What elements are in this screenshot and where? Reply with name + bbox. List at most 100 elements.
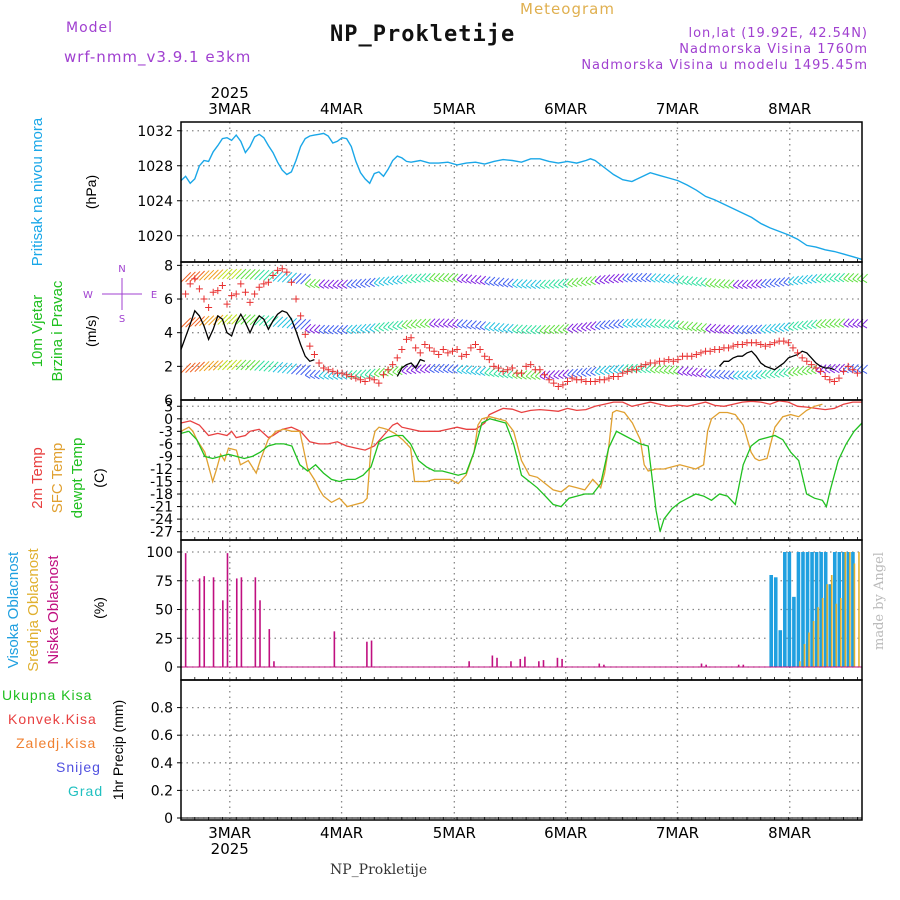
wind-barb <box>654 318 661 326</box>
wind-barb <box>470 325 477 330</box>
wind-gust-marker <box>706 347 714 355</box>
wind-gust-marker <box>389 361 397 369</box>
wind-barb <box>585 367 592 374</box>
wind-ylabel: 10m Vjetar <box>29 295 46 368</box>
wind-barb <box>369 323 376 330</box>
wind-gust-marker <box>195 285 203 293</box>
wind-barb <box>861 319 868 326</box>
wind-barb <box>433 272 441 280</box>
wind-barb <box>447 318 454 325</box>
wind-barb <box>567 368 574 376</box>
wind-barb <box>783 327 790 332</box>
wind-barb <box>452 278 458 283</box>
wind-barb <box>792 372 799 376</box>
wind-barb <box>571 323 579 330</box>
day-label-top: 7MAR <box>656 100 699 118</box>
wind-barb <box>797 275 804 282</box>
wind-gust-marker <box>200 295 208 303</box>
cloud-low-bar <box>226 553 229 667</box>
y-tick-label: 100 <box>146 545 173 561</box>
wind-barb <box>829 278 836 283</box>
wind-barb <box>304 323 312 331</box>
wind-barb <box>797 280 803 285</box>
wind-barb <box>272 316 284 328</box>
wind-barb <box>847 278 854 283</box>
wind-barb <box>824 369 831 374</box>
cloud-high-bar <box>832 552 837 667</box>
wind-gust-marker <box>692 351 700 359</box>
wind-gust-marker <box>241 288 249 296</box>
wind-gust-marker <box>490 362 498 370</box>
wind-gust-marker <box>246 298 254 306</box>
wind-barb <box>613 273 620 280</box>
cloud-high-bar <box>823 552 828 667</box>
cloud-low-bar <box>468 661 470 667</box>
wind-barb <box>530 285 536 289</box>
wind-barb <box>695 277 703 284</box>
wind-barb <box>567 323 574 330</box>
wind-barb <box>783 322 790 329</box>
wind-barb <box>489 327 495 332</box>
wind-barb <box>392 275 399 282</box>
wind-barb <box>272 361 284 373</box>
wind-barb <box>534 279 542 286</box>
wind-barb <box>521 324 528 332</box>
wind-barb <box>599 371 605 376</box>
wind-barb <box>576 368 583 375</box>
y-tick-label: 4 <box>164 326 173 342</box>
wind-barb <box>700 328 707 333</box>
wind-gust-marker <box>591 377 599 385</box>
cloud-low-bar <box>184 553 187 667</box>
wind-barb <box>829 318 836 325</box>
wind-barb <box>548 375 555 380</box>
wind-barb <box>820 324 826 329</box>
wind-barb <box>479 372 486 377</box>
wind-barb <box>502 278 510 285</box>
precip-legend-0: Ukupna Kisa <box>2 687 92 703</box>
wind-barb <box>650 324 656 329</box>
wind-gust-marker <box>550 379 558 387</box>
wind-barb <box>732 279 740 286</box>
wind-ylabel-sub: Brzina i Pravac <box>49 280 66 381</box>
wind-barb <box>180 272 192 283</box>
wind-barb <box>456 319 464 326</box>
wind-barb <box>682 321 689 328</box>
wind-barb <box>258 269 270 281</box>
wind-barb <box>861 279 868 284</box>
wind-barb <box>599 320 606 327</box>
wind-gust-marker <box>324 366 332 374</box>
wind-barb <box>521 330 527 335</box>
wind-barb <box>801 280 808 285</box>
wind-barb <box>535 330 541 335</box>
cloud-ylabel-c: Niska Oblacnost <box>45 555 62 665</box>
wind-barb <box>452 273 459 280</box>
wind-gust-marker <box>637 362 645 370</box>
wind-barb <box>797 371 803 376</box>
wind-gust-marker <box>564 377 572 385</box>
wind-barb <box>645 323 651 328</box>
wind-barb <box>843 278 849 283</box>
wind-gust-marker <box>826 376 834 384</box>
cloud-mid-bar <box>849 552 851 667</box>
wind-barb <box>419 364 427 371</box>
wind-barb <box>406 364 413 372</box>
wind-barb <box>677 326 684 331</box>
wind-barb <box>576 322 583 329</box>
wind-barb <box>447 369 454 374</box>
wind-barb <box>199 270 210 281</box>
wind-gust-marker <box>471 340 479 348</box>
wind-barb <box>852 364 859 371</box>
wind-barb <box>663 319 671 326</box>
wind-barb <box>558 329 564 334</box>
wind-barb <box>337 375 343 380</box>
wind-gust-marker <box>494 364 502 372</box>
wind-gust-marker <box>398 346 406 354</box>
wind-barb <box>249 360 261 371</box>
wind-units: (m/s) <box>83 315 99 347</box>
wind-barb <box>466 325 472 330</box>
wind-barb <box>801 320 809 327</box>
wind-barb <box>511 324 519 331</box>
cloud-low-bar <box>519 658 522 667</box>
wind-barb <box>732 370 740 377</box>
wind-barb <box>378 327 385 332</box>
